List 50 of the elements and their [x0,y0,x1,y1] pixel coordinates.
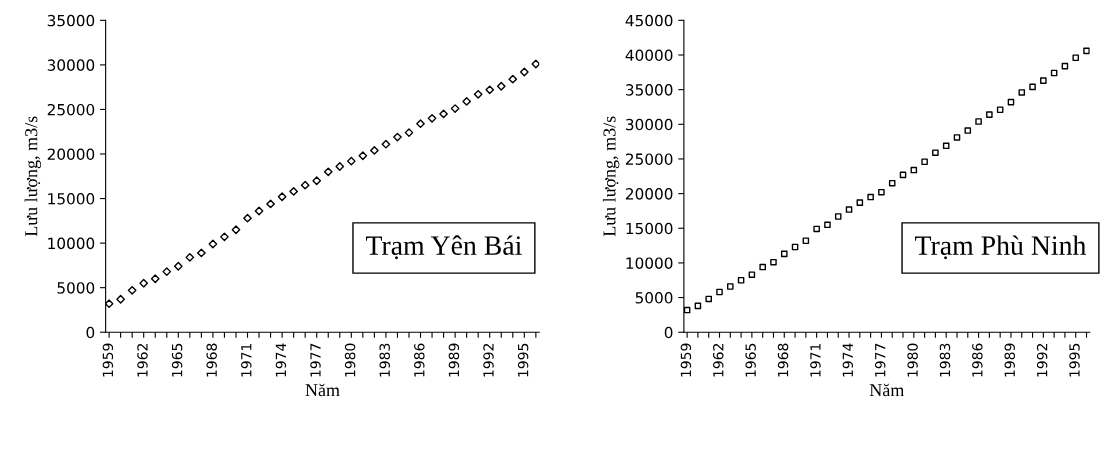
y-tick-label: 10000 [626,257,673,269]
x-tick-label: 1959 [102,343,114,377]
y-tick-label: 30000 [626,118,673,131]
y-tick-label: 35000 [47,14,95,27]
y-tick-label: 40000 [625,49,673,62]
x-tick-label: 1992 [1036,344,1048,377]
annotation: Trạm Phù Ninh [915,235,1087,260]
y-tick-label: 0 [86,326,95,339]
y-tick-label: 0 [664,326,673,339]
x-tick-label: 1965 [171,343,183,377]
x-tick-label: 1989 [1004,343,1015,377]
y-tick-label: 35000 [626,84,673,96]
x-tick-label: 1968 [206,343,217,377]
x-tick-label: 1962 [713,344,724,377]
x-tick-label: 1986 [414,343,425,377]
x-axis-title: Năm [869,383,905,397]
x-tick-label: 1992 [483,344,494,377]
y-axis-title: Lưu lượng, m3/s [602,116,620,237]
y-axis-title: Lưu lượng, m3/s [24,116,42,237]
y-tick-label: 10000 [48,237,95,250]
x-tick-label: 1971 [241,343,252,377]
x-tick-label: 1971 [810,343,821,377]
x-tick-label: 1989 [448,343,460,377]
x-tick-label: 1995 [517,343,529,377]
y-tick-label: 20000 [47,148,95,161]
x-tick-label: 1980 [907,343,918,377]
x-tick-label: 1959 [680,343,692,377]
y-tick-label: 25000 [625,153,673,165]
y-tick-label: 5000 [57,282,95,294]
y-tick-label: 20000 [625,188,673,200]
x-axis-title: Năm [305,383,340,397]
x-tick-label: 1968 [777,343,789,377]
annotation: Trạm Yên Bái [365,235,522,260]
x-tick-label: 1986 [972,343,983,377]
x-tick-label: 1962 [137,344,148,377]
x-tick-label: 1980 [344,343,356,377]
y-tick-label: 25000 [47,103,95,116]
x-tick-label: 1995 [1069,343,1080,377]
y-tick-label: 45000 [625,14,673,27]
y-tick-label: 15000 [48,193,95,205]
x-tick-label: 1977 [874,343,886,377]
x-tick-label: 1974 [275,343,287,377]
x-tick-label: 1977 [310,343,321,377]
y-tick-label: 5000 [635,292,673,304]
y-tick-label: 15000 [626,222,673,235]
x-tick-label: 1965 [745,343,756,377]
x-tick-label: 1983 [939,343,951,377]
y-tick-label: 30000 [47,59,95,71]
x-tick-label: 1974 [842,343,854,377]
x-tick-label: 1983 [379,343,390,377]
